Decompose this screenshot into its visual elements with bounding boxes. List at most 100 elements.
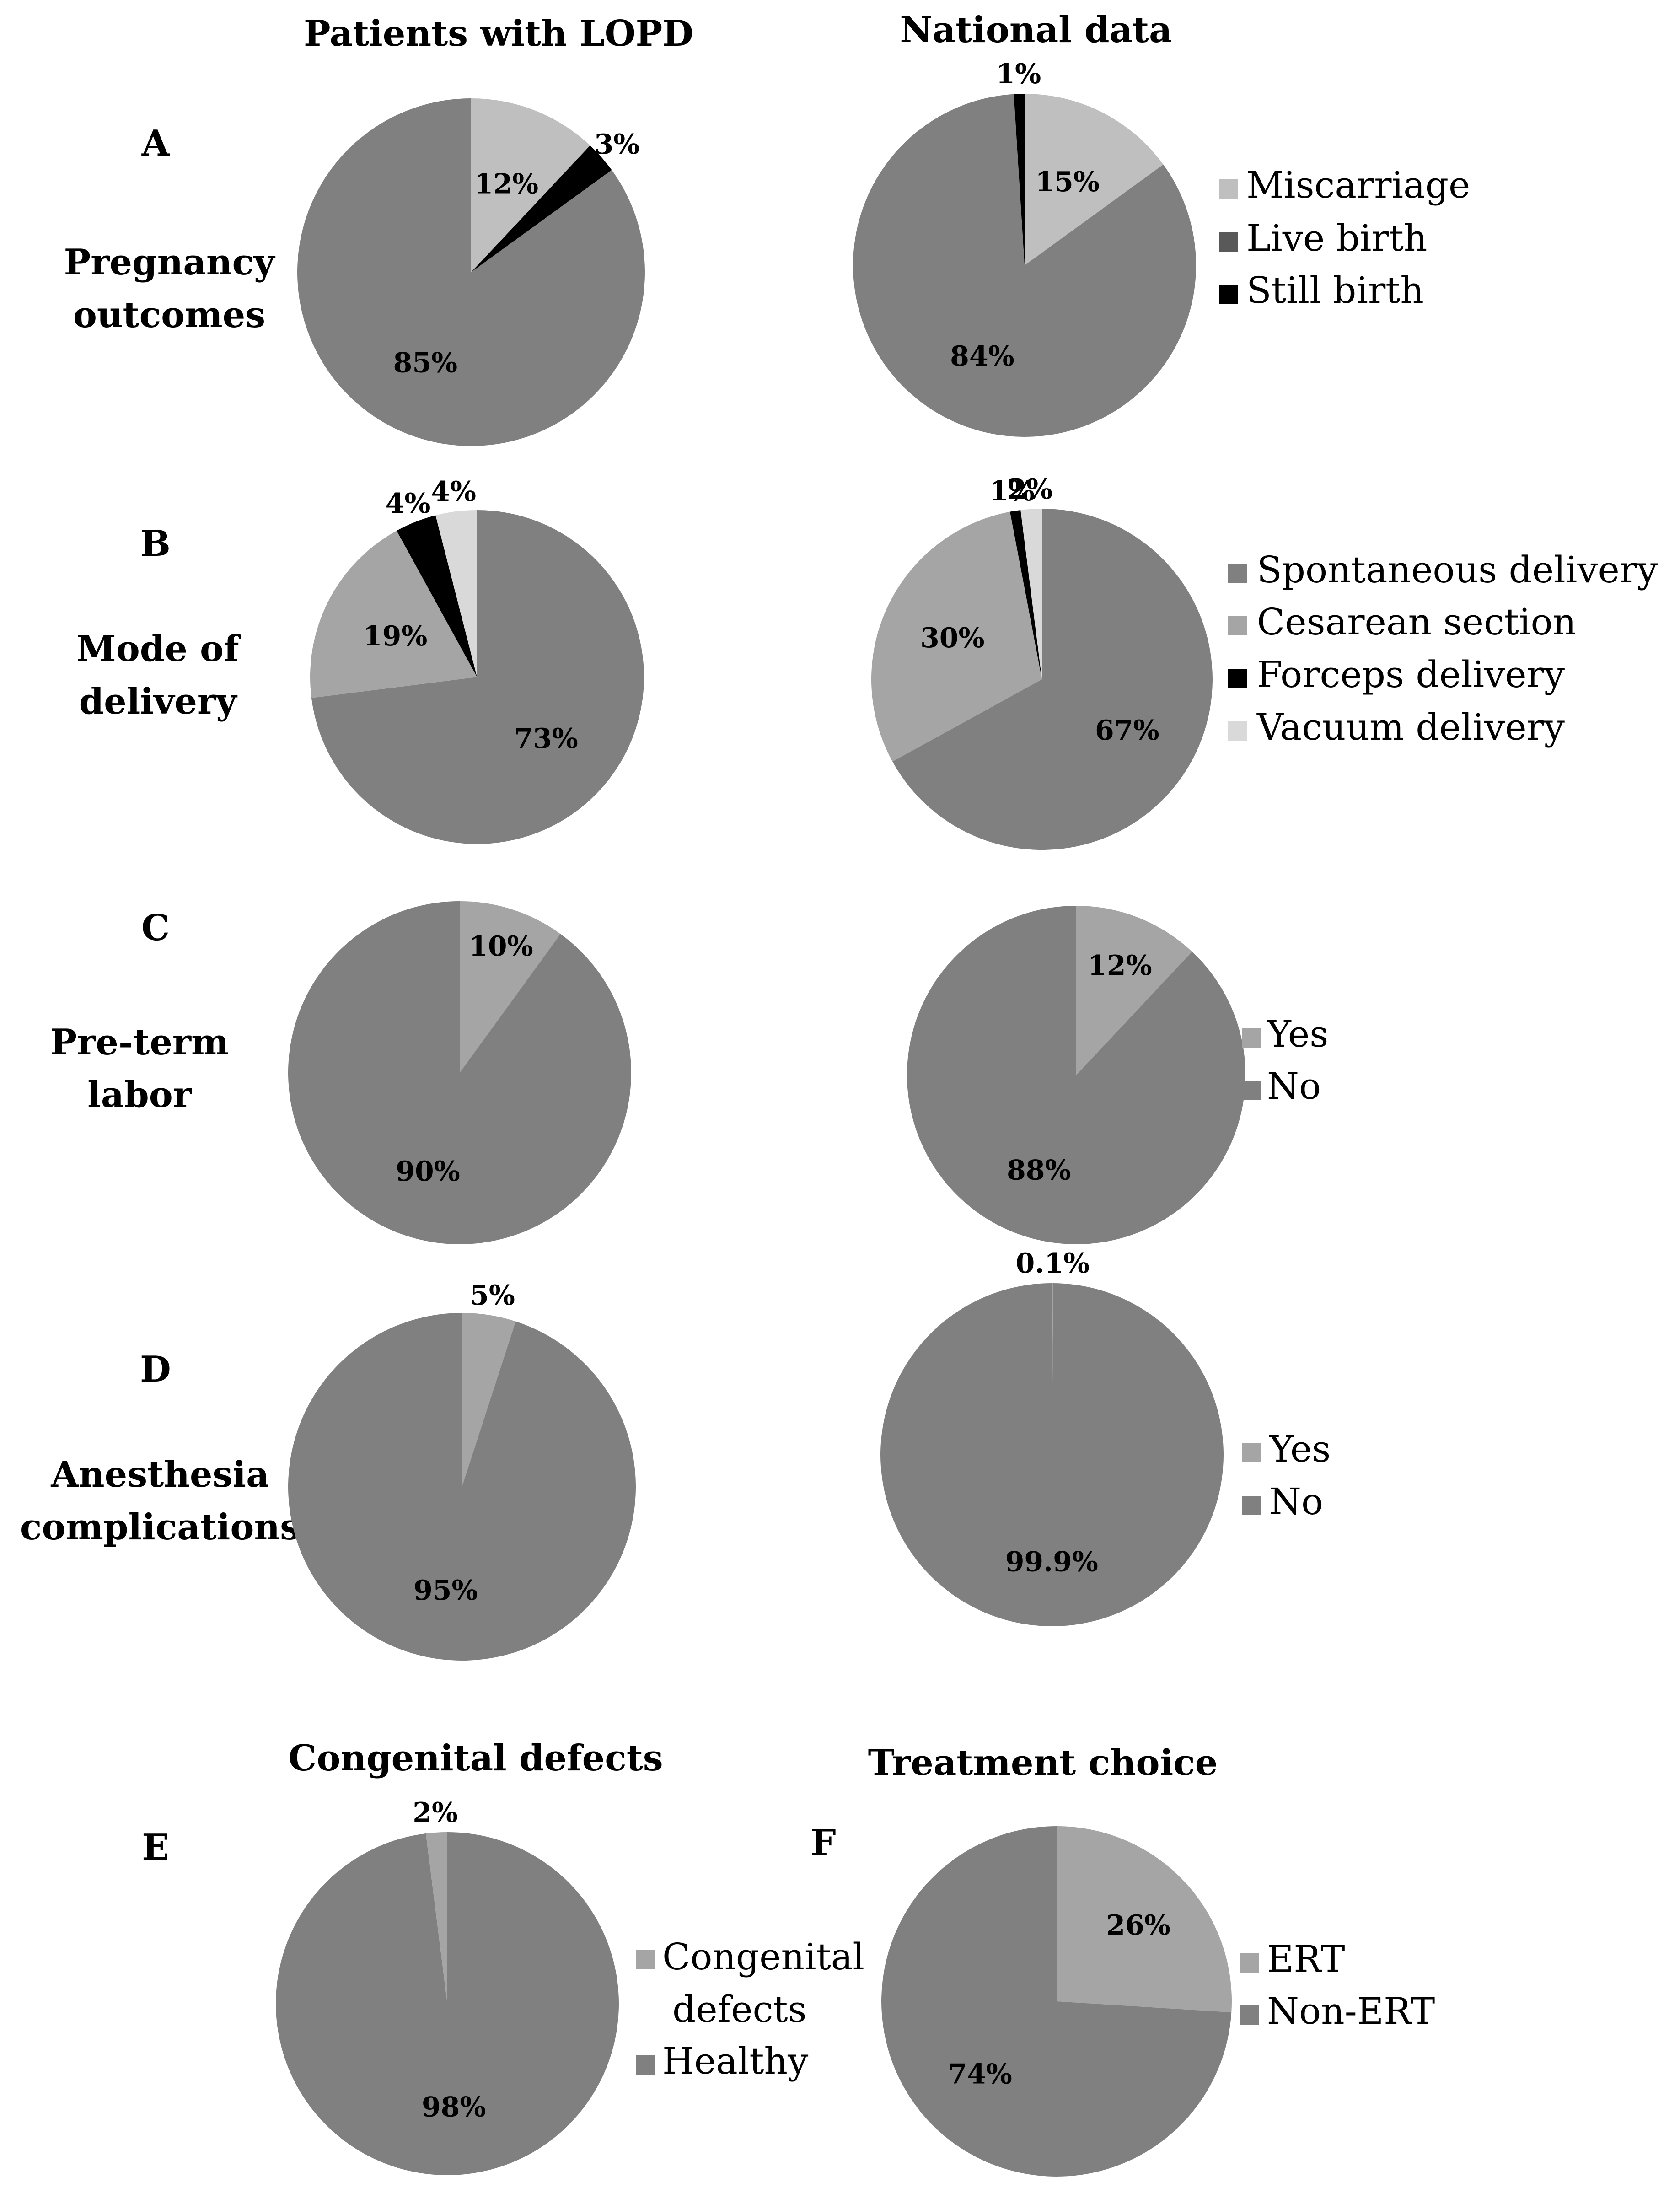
pie-slice-no bbox=[288, 901, 631, 1244]
legend-b-swatch-forceps bbox=[1228, 669, 1247, 688]
pie-e-congenital: 98% 2% bbox=[275, 1797, 619, 2175]
pie-slice-yes bbox=[1076, 906, 1192, 1075]
legend-c-swatch-yes bbox=[1242, 1028, 1261, 1048]
legend-c-text-yes: Yes bbox=[1267, 1013, 1328, 1055]
pie-slice-miscarriage bbox=[471, 98, 590, 272]
legend-d: Yes No bbox=[1242, 1428, 1331, 1523]
pie-label-spontaneous-delivery: 67% bbox=[1095, 715, 1159, 747]
panel-letter-b: B bbox=[140, 523, 171, 564]
pie-slice-spontaneous-delivery bbox=[892, 509, 1213, 850]
pie-label-live-birth: 85% bbox=[393, 347, 458, 379]
pie-d-national: 0.1% 99.9% bbox=[880, 1247, 1224, 1627]
pie-a-patients: 12% 85% 3% bbox=[297, 98, 645, 446]
pie-slice-non-ert bbox=[881, 1826, 1232, 2177]
pie-slice-congenital-defects bbox=[426, 1832, 447, 2004]
pie-slice-forceps-delivery bbox=[1010, 510, 1042, 679]
pie-label-cesarean-section: 19% bbox=[363, 620, 428, 652]
legend-f: ERT Non-ERT bbox=[1240, 1938, 1435, 2032]
legend-a-text-live-birth: Live birth bbox=[1246, 217, 1427, 259]
legend-a-swatch-live-birth bbox=[1219, 232, 1238, 252]
legend-a: Miscarriage Live birth Still birth bbox=[1219, 164, 1470, 312]
pie-slice-spontaneous-delivery bbox=[311, 510, 644, 844]
legend-b-text-cesarean: Cesarean section bbox=[1257, 601, 1576, 643]
row-label-c-line2: labor bbox=[87, 1074, 192, 1116]
legend-d-text-no: No bbox=[1269, 1480, 1323, 1523]
legend-b-text-vacuum: Vacuum delivery bbox=[1256, 706, 1565, 748]
pie-slice-cesarean-section bbox=[871, 511, 1042, 762]
pie-slice-no bbox=[288, 1313, 636, 1661]
pie-label-no: 95% bbox=[413, 1575, 478, 1607]
pie-slice-miscarriage bbox=[1025, 94, 1164, 265]
pie-slice-no bbox=[880, 1283, 1224, 1627]
pie-label-ert: 26% bbox=[1106, 1909, 1170, 1941]
pie-label-still-birth: 1% bbox=[996, 58, 1041, 90]
pie-label-no: 99.9% bbox=[1005, 1546, 1098, 1578]
pie-slice-cesarean-section bbox=[310, 531, 477, 698]
pie-slice-still-birth bbox=[1014, 94, 1025, 265]
pie-c-national: 12% 88% bbox=[907, 906, 1245, 1244]
pie-label-cesarean-section: 30% bbox=[920, 622, 985, 654]
pie-label-live-birth: 84% bbox=[950, 340, 1014, 372]
panel-letter-e: E bbox=[142, 1827, 169, 1868]
pie-slice-forceps-delivery bbox=[397, 515, 477, 677]
legend-e-text-congenital-line2: defects bbox=[672, 1988, 807, 2031]
pie-slice-no bbox=[907, 906, 1245, 1244]
legend-e: Congenital defects Healthy bbox=[636, 1935, 864, 2082]
legend-e-text-healthy: Healthy bbox=[662, 2040, 808, 2082]
pie-d-patients: 5% 95% bbox=[288, 1279, 636, 1661]
panel-letter-f: F bbox=[810, 1822, 836, 1864]
pie-slice-live-birth bbox=[297, 98, 645, 446]
legend-f-text-non-ert: Non-ERT bbox=[1267, 1990, 1435, 2032]
pie-label-yes: 10% bbox=[469, 930, 533, 962]
pie-a-national: 15% 84% 1% bbox=[853, 58, 1196, 437]
legend-a-text-still-birth: Still birth bbox=[1246, 269, 1424, 312]
legend-e-text-congenital-line1: Congenital bbox=[662, 1935, 864, 1978]
legend-a-swatch-miscarriage bbox=[1219, 179, 1238, 199]
legend-b-text-spontaneous: Spontaneous delivery bbox=[1257, 548, 1658, 591]
legend-a-text-miscarriage: Miscarriage bbox=[1246, 164, 1470, 206]
row-label-a-line1: Pregnancy bbox=[64, 242, 276, 283]
row-label-d-line1: Anesthesia bbox=[50, 1454, 269, 1495]
pie-f-treatment: 26% 74% bbox=[881, 1826, 1232, 2177]
pie-label-vacuum-delivery: 2% bbox=[1007, 473, 1052, 505]
pie-label-no: 90% bbox=[396, 1156, 460, 1188]
legend-f-swatch-ert bbox=[1240, 1953, 1259, 1973]
legend-d-swatch-no bbox=[1242, 1496, 1261, 1515]
row-label-c-line1: Pre-term bbox=[50, 1021, 229, 1063]
pie-slice-yes bbox=[460, 901, 561, 1073]
row-label-a-line2: outcomes bbox=[73, 294, 265, 336]
pie-slice-ert bbox=[1057, 1826, 1232, 2013]
pie-slice-vacuum-delivery bbox=[1020, 509, 1042, 679]
pie-label-no: 88% bbox=[1007, 1154, 1071, 1186]
pie-label-still-birth: 3% bbox=[594, 129, 639, 161]
pie-slice-vacuum-delivery bbox=[435, 510, 477, 677]
pie-slice-live-birth bbox=[853, 94, 1196, 437]
column-header-national: National data bbox=[900, 9, 1172, 51]
legend-b: Spontaneous delivery Cesarean section Fo… bbox=[1228, 548, 1658, 748]
pie-label-yes: 12% bbox=[1088, 950, 1152, 982]
legend-b-swatch-vacuum bbox=[1228, 721, 1247, 741]
pie-label-vacuum-delivery: 4% bbox=[431, 476, 476, 508]
panel-letter-a: A bbox=[141, 123, 170, 164]
section-title-congenital-defects: Congenital defects bbox=[288, 1737, 663, 1779]
panel-letter-c: C bbox=[141, 907, 170, 949]
row-label-d-line2: complications bbox=[20, 1506, 300, 1548]
legend-b-text-forceps: Forceps delivery bbox=[1257, 653, 1565, 696]
pie-slice-yes bbox=[1052, 1283, 1053, 1455]
section-title-treatment-choice: Treatment choice bbox=[868, 1742, 1218, 1784]
pie-label-congenital-defects: 2% bbox=[413, 1797, 458, 1829]
row-label-b-line1: Mode of bbox=[76, 628, 241, 670]
pie-label-yes: 0.1% bbox=[1016, 1247, 1090, 1279]
pie-label-forceps-delivery: 1% bbox=[989, 475, 1035, 507]
legend-a-swatch-still-birth bbox=[1219, 285, 1238, 304]
row-label-b-line2: delivery bbox=[79, 681, 238, 722]
pie-label-non-ert: 74% bbox=[948, 2058, 1012, 2090]
pie-label-spontaneous-delivery: 73% bbox=[514, 723, 578, 755]
legend-b-swatch-spontaneous bbox=[1228, 564, 1247, 583]
legend-f-text-ert: ERT bbox=[1267, 1938, 1345, 1980]
legend-c-swatch-no bbox=[1242, 1081, 1261, 1100]
pie-c-patients: 10% 90% bbox=[288, 901, 631, 1244]
pie-b-national: 67% 30% 1%2% bbox=[871, 473, 1213, 850]
pie-slice-still-birth bbox=[471, 145, 612, 272]
